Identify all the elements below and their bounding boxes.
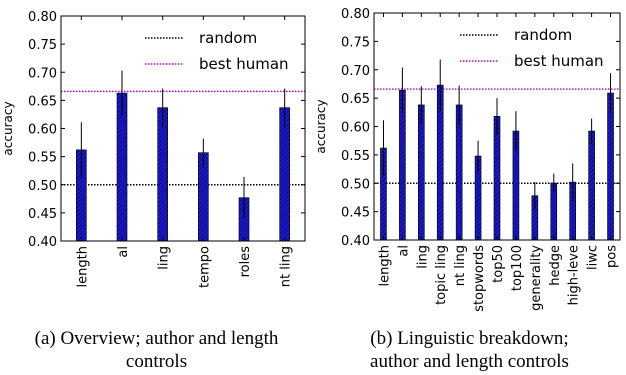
y-tick-label: 0.45 xyxy=(28,207,57,222)
x-tick-label: length xyxy=(377,245,392,286)
legend-label: random xyxy=(514,26,572,44)
x-tick-label: hedge xyxy=(548,245,563,286)
x-tick-label: pos xyxy=(605,245,620,268)
x-tick-label: tempo xyxy=(197,246,212,288)
chart-a-svg: length al ling tempo roles nt ling 0.40 0.45 0.5… xyxy=(1,10,306,288)
y-tick-label: 0.40 xyxy=(28,235,57,250)
y-tick-label: 0.40 xyxy=(341,234,370,249)
bar-top50 xyxy=(493,115,501,241)
chart-panel-b: length al ling topic ling nt ling stopwords to… xyxy=(313,0,626,375)
x-tick-label: stopwords xyxy=(472,245,487,312)
x-tick-label: top50 xyxy=(491,245,506,283)
legend-label: best human xyxy=(199,55,289,73)
y-tick-label: 0.65 xyxy=(341,92,370,107)
x-tick-label: high-leve xyxy=(567,245,582,305)
y-tick-label: 0.55 xyxy=(341,149,370,164)
bar-ling xyxy=(418,104,425,241)
plot-frame xyxy=(60,15,306,242)
x-tick-label: al xyxy=(396,245,411,257)
y-axis-label: accuracy xyxy=(314,99,328,153)
plot-frame xyxy=(373,12,621,241)
x-tick-label: topic ling xyxy=(434,245,449,305)
x-tick-label: ling xyxy=(157,246,172,270)
y-tick-label: 0.75 xyxy=(341,35,370,50)
x-tick-label: nt ling xyxy=(453,245,468,286)
x-tick-label: top100 xyxy=(510,245,525,291)
y-tick-label: 0.70 xyxy=(341,64,370,79)
caption-a: (a) Overview; author and length controls xyxy=(0,327,313,373)
y-tick-label: 0.60 xyxy=(341,121,370,136)
y-tick-label: 0.50 xyxy=(341,177,370,192)
caption-a-line-1: (a) Overview; author and length xyxy=(34,328,279,349)
bar-pos xyxy=(607,92,614,241)
bar-liwc xyxy=(588,130,595,241)
x-tick-label: length xyxy=(75,246,90,287)
y-tick-label: 0.70 xyxy=(28,66,57,81)
x-tick-label: ling xyxy=(415,245,430,269)
bar-nt-ling xyxy=(279,107,290,242)
caption-b-line-1: (b) Linguistic breakdown; xyxy=(370,328,569,349)
caption-b-line-2: author and length controls xyxy=(370,351,569,372)
x-tick-label: nt ling xyxy=(279,246,294,287)
y-tick-label: 0.75 xyxy=(28,38,57,53)
y-tick-label: 0.80 xyxy=(341,7,370,22)
x-tick-label: al xyxy=(116,246,131,258)
legend-label: best human xyxy=(514,52,604,70)
caption-a-line-2: controls xyxy=(125,351,188,372)
bar-nt-ling xyxy=(455,104,463,241)
caption-b: (b) Linguistic breakdown; author and len… xyxy=(313,327,626,373)
legend-label: random xyxy=(199,29,257,47)
chart-b-svg: length al ling topic ling nt ling stopwords to… xyxy=(314,7,621,312)
x-tick-label: liwc xyxy=(586,245,601,270)
x-tick-label: roles xyxy=(238,246,253,278)
chart-panel-a: length al ling tempo roles nt ling 0.40 0.45 0.5… xyxy=(0,10,313,373)
y-tick-label: 0.60 xyxy=(28,123,57,138)
y-tick-label: 0.45 xyxy=(341,206,370,221)
y-tick-label: 0.55 xyxy=(28,151,57,166)
y-tick-label: 0.80 xyxy=(28,10,57,25)
bar-ling xyxy=(157,107,168,242)
y-tick-label: 0.50 xyxy=(28,179,57,194)
y-tick-label: 0.65 xyxy=(28,94,57,109)
y-axis-label: accuracy xyxy=(1,101,15,155)
x-tick-label: generality xyxy=(529,245,544,311)
